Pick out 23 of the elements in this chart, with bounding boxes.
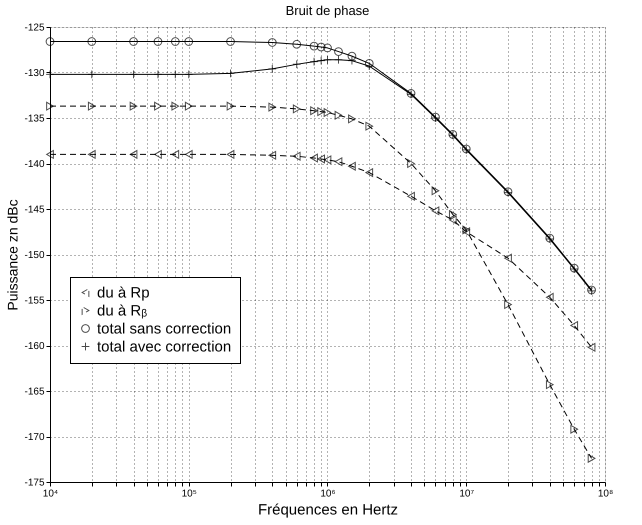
legend-label: total avec correction xyxy=(97,338,232,356)
y-tick-label: -135 xyxy=(24,114,45,124)
y-tick-label: -170 xyxy=(24,432,45,443)
x-tick-label: 10⁵ xyxy=(182,488,197,500)
x-tick-label: 10⁸ xyxy=(598,488,614,500)
y-tick-label: -150 xyxy=(24,250,45,261)
x-axis-title: Fréquences en Hertz xyxy=(258,502,398,518)
y-tick-label: -125 xyxy=(24,22,45,34)
legend-label: total sans correction xyxy=(97,320,232,338)
y-tick-label: -130 xyxy=(24,68,45,79)
x-tick-label: 10⁶ xyxy=(320,488,336,500)
y-tick-label: -155 xyxy=(24,296,45,306)
y-tick-label: -175 xyxy=(24,478,45,488)
legend-label: du à Rp xyxy=(97,284,150,302)
y-tick-label: -165 xyxy=(24,386,45,398)
y-tick-label: -160 xyxy=(24,341,45,352)
y-tick-label: -140 xyxy=(24,159,45,170)
x-tick-label: 10⁴ xyxy=(42,488,58,500)
chart-title: Bruit de phase xyxy=(286,3,370,18)
legend-label: du à Rᵦ xyxy=(97,302,148,320)
x-tick-label: 10⁷ xyxy=(459,488,474,500)
y-tick-label: -145 xyxy=(24,204,45,216)
y-axis-title: Puissance zn dBc xyxy=(4,199,20,311)
